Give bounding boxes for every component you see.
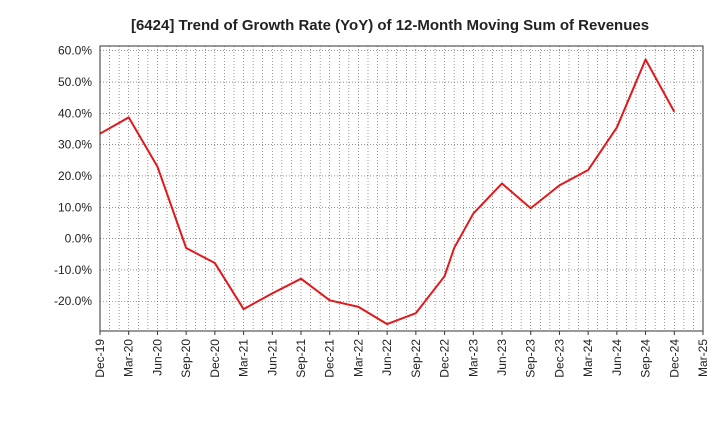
x-tick-label: Sep-23 [524, 339, 538, 378]
y-tick-label: 60.0% [58, 44, 92, 58]
y-tick-label: 40.0% [58, 106, 92, 120]
x-tick-label: Sep-24 [639, 339, 653, 378]
y-tick-label: 50.0% [58, 75, 92, 89]
x-tick-label: Dec-21 [323, 339, 337, 378]
y-tick-label: 20.0% [58, 169, 92, 183]
x-tick-label: Mar-24 [581, 339, 595, 377]
x-tick-label: Sep-20 [179, 339, 193, 378]
y-tick-label: 10.0% [58, 200, 92, 214]
y-tick-label: -20.0% [54, 294, 92, 308]
x-tick-label: Dec-19 [93, 339, 107, 378]
x-tick-label: Mar-21 [237, 339, 251, 377]
x-tick-label: Dec-22 [438, 339, 452, 378]
plot-border [99, 45, 704, 332]
x-tick-label: Jun-23 [495, 339, 509, 376]
y-tick-label: 0.0% [65, 232, 93, 246]
series-line [99, 58, 676, 326]
x-tick-label: Jun-22 [380, 339, 394, 376]
y-tick-label: -10.0% [54, 263, 92, 277]
x-tick-label: Sep-22 [409, 339, 423, 378]
x-axis-ticks: Dec-19 Mar-20 Jun-20 Sep-20 Dec-20 Mar-21 Jun-… [93, 331, 710, 378]
x-tick-label: Dec-24 [667, 339, 681, 378]
grid [100, 46, 703, 331]
x-tick-label: Jun-21 [265, 339, 279, 376]
x-tick-label: Mar-22 [351, 339, 365, 377]
x-tick-label: Dec-20 [208, 339, 222, 378]
y-axis-ticks: 60.0% 50.0% 40.0% 30.0% 20.0% 10.0% 0.0% -10.0%… [54, 44, 92, 309]
x-tick-label: Dec-23 [552, 339, 566, 378]
x-tick-label: Mar-23 [466, 339, 480, 377]
x-tick-label: Jun-20 [150, 339, 164, 376]
chart-title: [6424] Trend of Growth Rate (YoY) of 12-… [131, 17, 649, 34]
x-tick-label: Sep-21 [294, 339, 308, 378]
y-tick-label: 30.0% [58, 138, 92, 152]
x-tick-label: Mar-20 [122, 339, 136, 377]
plot-area [100, 46, 703, 331]
series-group [99, 58, 676, 326]
x-tick-label: Mar-25 [696, 339, 710, 377]
x-tick-label: Jun-24 [610, 339, 624, 376]
